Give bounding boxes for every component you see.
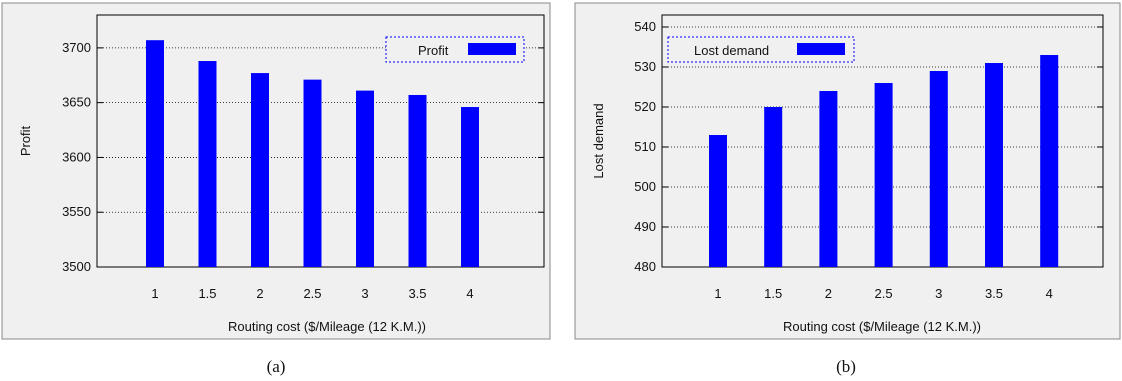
x-tick-label: 4: [1046, 286, 1053, 301]
caption-a: (a): [267, 357, 286, 376]
y-axis-label: Profit: [18, 125, 33, 156]
caption-b: (b): [836, 357, 856, 376]
x-tick-label: 3: [935, 286, 942, 301]
bar: [461, 107, 479, 267]
bar: [303, 79, 322, 267]
bar: [819, 91, 838, 267]
bar: [929, 71, 948, 267]
x-tick-label: 3.5: [408, 286, 426, 301]
y-tick-label: 3600: [62, 149, 91, 164]
legend-label: Lost demand: [694, 43, 769, 58]
x-tick-label: 2.5: [303, 286, 321, 301]
y-axis-ticks: 480 490 500 510 520 530 540: [634, 19, 1103, 274]
legend: Lost demand: [667, 36, 855, 63]
bar: [985, 63, 1003, 267]
y-tick-label: 3550: [62, 204, 91, 219]
y-axis-ticks: 3500 3550 3600 3650 3700: [62, 40, 544, 274]
x-tick-label: 1: [714, 286, 721, 301]
y-tick-label: 540: [634, 19, 656, 34]
bar: [764, 107, 783, 267]
y-tick-label: 510: [634, 139, 656, 154]
bars: [146, 40, 479, 268]
chart-panel-a: 3500 3550 3600 3650 3700 1 1.5 2 2.5 3 3.5 4 Profi…: [1, 2, 551, 340]
x-tick-label: 2: [825, 286, 832, 301]
y-tick-label: 3500: [62, 259, 91, 274]
x-axis-ticks: 1 1.5 2 2.5 3 3.5 4: [151, 286, 473, 301]
bar: [356, 90, 374, 267]
y-tick-label: 480: [634, 259, 656, 274]
chart-panel-b: 480 490 500 510 520 530 540 1 1.5 2 2.5 3 3.5 4 Lost…: [574, 2, 1121, 340]
bar: [198, 61, 217, 267]
x-tick-label: 1: [151, 286, 158, 301]
y-axis-label: Lost demand: [591, 103, 606, 178]
bar: [709, 135, 727, 267]
x-tick-label: 3.5: [985, 286, 1003, 301]
x-axis-label: Routing cost ($/Mileage (12 K.M.)): [228, 319, 426, 334]
bar: [874, 83, 893, 267]
y-tick-label: 530: [634, 59, 656, 74]
legend-swatch: [468, 43, 516, 55]
x-tick-label: 2: [256, 286, 263, 301]
legend: Profit: [385, 36, 525, 63]
y-tick-label: 520: [634, 99, 656, 114]
bar: [408, 94, 427, 267]
bars: [709, 55, 1059, 267]
x-tick-label: 1.5: [764, 286, 782, 301]
y-tick-label: 3700: [62, 40, 91, 55]
bar: [1040, 55, 1059, 267]
bar: [146, 40, 164, 268]
x-axis-label: Routing cost ($/Mileage (12 K.M.)): [783, 319, 981, 334]
y-tick-label: 500: [634, 179, 656, 194]
legend-swatch: [797, 43, 845, 55]
x-tick-label: 4: [466, 286, 473, 301]
x-tick-label: 3: [361, 286, 368, 301]
x-axis-ticks: 1 1.5 2 2.5 3 3.5 4: [714, 286, 1052, 301]
y-tick-label: 3650: [62, 95, 91, 110]
legend-label: Profit: [418, 43, 449, 58]
bar: [251, 73, 269, 267]
x-tick-label: 2.5: [875, 286, 893, 301]
x-tick-label: 1.5: [198, 286, 216, 301]
y-tick-label: 490: [634, 219, 656, 234]
